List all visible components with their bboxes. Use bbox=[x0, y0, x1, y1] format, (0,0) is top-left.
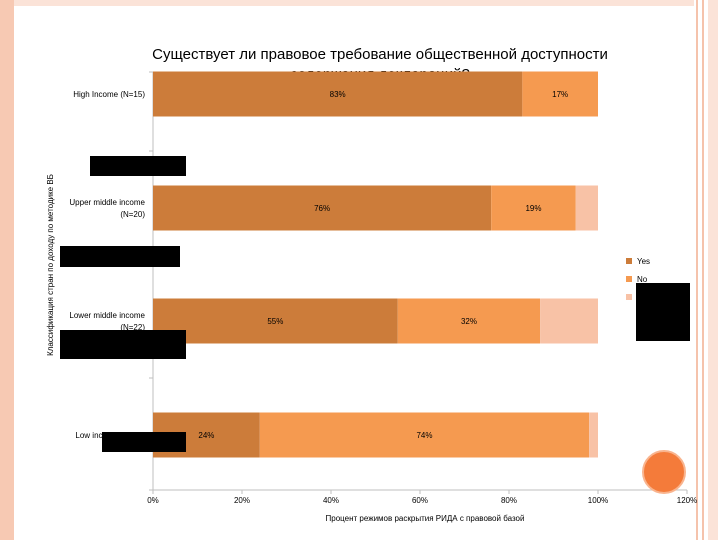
data-label: 74% bbox=[416, 431, 432, 440]
redaction-box bbox=[102, 432, 186, 452]
chart-title-line: Существует ли правовое требование общест… bbox=[152, 46, 608, 63]
data-label: 32% bbox=[461, 317, 477, 326]
redaction-box bbox=[60, 246, 180, 267]
data-label: 17% bbox=[552, 90, 568, 99]
bar-segment-no bbox=[522, 71, 598, 117]
bar-segment-yes bbox=[153, 298, 398, 344]
category-label: High Income (N=15) bbox=[73, 90, 145, 99]
bar-segment-no bbox=[259, 412, 590, 458]
category-label: (N=20) bbox=[120, 210, 145, 219]
legend-label: No bbox=[637, 275, 648, 284]
data-label: 55% bbox=[267, 317, 283, 326]
bar-segment-yes bbox=[153, 71, 523, 117]
x-tick-label: 40% bbox=[323, 496, 339, 505]
bar-segment-no bbox=[491, 185, 576, 231]
category-label: (N=22) bbox=[120, 323, 145, 332]
x-tick-label: 80% bbox=[501, 496, 517, 505]
data-label: 83% bbox=[330, 90, 346, 99]
legend-swatch bbox=[626, 276, 632, 282]
category-label: Lower middle income bbox=[69, 311, 145, 320]
bar-segment-other bbox=[589, 412, 598, 458]
slide-left-border bbox=[0, 0, 14, 540]
x-axis-title: Процент режимов раскрытия РИДА с правово… bbox=[326, 514, 525, 523]
slide-top-border bbox=[0, 0, 720, 6]
bar-segment-other bbox=[575, 185, 598, 231]
x-tick-label: 20% bbox=[234, 496, 250, 505]
bar-segment-no bbox=[397, 298, 541, 344]
legend-label: Yes bbox=[637, 257, 650, 266]
x-tick-label: 100% bbox=[588, 496, 608, 505]
legend-swatch bbox=[626, 294, 632, 300]
legend-swatch bbox=[626, 258, 632, 264]
border-line bbox=[696, 0, 698, 540]
category-label: Upper middle income bbox=[69, 198, 145, 207]
border-line bbox=[702, 0, 704, 540]
x-tick-label: 60% bbox=[412, 496, 428, 505]
data-label: 19% bbox=[525, 204, 541, 213]
redaction-box bbox=[90, 156, 186, 176]
x-tick-label: 120% bbox=[677, 496, 697, 505]
slide-right-border bbox=[694, 0, 720, 540]
y-axis-title: Классификация стран по доходу по методик… bbox=[46, 174, 55, 356]
bar-segment-other bbox=[540, 298, 598, 344]
x-tick-label: 0% bbox=[147, 496, 159, 505]
data-label: 76% bbox=[314, 204, 330, 213]
decorative-circle bbox=[642, 450, 686, 494]
data-label: 24% bbox=[198, 431, 214, 440]
redaction-box bbox=[636, 283, 690, 341]
border-band bbox=[708, 0, 718, 540]
bar-segment-yes bbox=[153, 185, 492, 231]
redaction-box bbox=[60, 330, 186, 359]
